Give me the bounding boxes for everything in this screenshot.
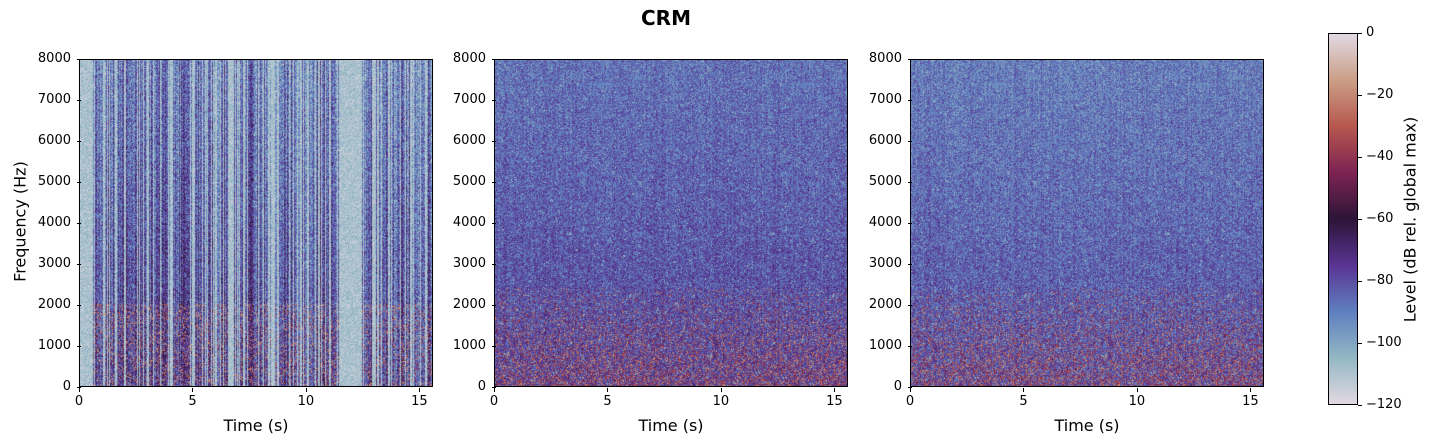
y-tick: 6000 [442,133,496,148]
x-tick: 10 [1122,388,1152,409]
y-tick: 8000 [858,51,912,66]
panel-3-plot [910,59,1264,387]
y-tick: 1000 [858,338,912,353]
x-tick: 5 [592,388,622,409]
colorbar-tick: −100 [1358,335,1402,350]
y-tick: 2000 [442,297,496,312]
x-tick: 15 [404,388,434,409]
x-tick: 10 [706,388,736,409]
x-axis-label: Time (s) [223,416,289,435]
y-tick: 1000 [27,338,81,353]
x-tick: 10 [291,388,321,409]
colorbar-tick: −80 [1357,273,1394,288]
x-axis-label: Time (s) [638,416,704,435]
colorbar-tick: 0 [1357,25,1375,40]
x-tick: 0 [64,388,94,409]
y-tick: 8000 [442,51,496,66]
colorbar-tick: −120 [1358,397,1402,412]
y-tick: 5000 [858,174,912,189]
x-tick: 15 [1235,388,1265,409]
y-tick: 6000 [858,133,912,148]
y-tick: 3000 [858,256,912,271]
y-tick: 2000 [858,297,912,312]
colorbar-tick: −60 [1357,211,1394,226]
x-tick: 0 [479,388,509,409]
y-tick: 3000 [442,256,496,271]
y-tick: 0 [858,379,912,394]
panel-1-plot [79,59,433,387]
x-axis-label: Time (s) [1054,416,1120,435]
x-tick: 5 [177,388,207,409]
y-tick: 0 [442,379,496,394]
y-tick: 2000 [27,297,81,312]
y-tick: 7000 [27,92,81,107]
y-tick: 5000 [442,174,496,189]
panel-2-plot [494,59,848,387]
x-tick: 15 [819,388,849,409]
x-tick: 5 [1008,388,1038,409]
colorbar-tick: −20 [1357,87,1394,102]
colorbar-label: Level (dB rel. global max) [1400,116,1420,323]
colorbar [1328,33,1358,405]
y-tick: 6000 [27,133,81,148]
colorbar-tick: −40 [1357,149,1394,164]
y-tick: 8000 [27,51,81,66]
chart-title: CRM [641,6,691,30]
x-tick: 0 [895,388,925,409]
y-tick: 7000 [858,92,912,107]
y-tick: 4000 [858,215,912,230]
y-tick: 4000 [442,215,496,230]
y-tick: 7000 [442,92,496,107]
y-tick: 3000 [27,256,81,271]
y-tick: 0 [27,379,81,394]
y-axis-label: Frequency (Hz) [10,161,30,282]
y-tick: 4000 [27,215,81,230]
y-tick: 1000 [442,338,496,353]
y-tick: 5000 [27,174,81,189]
